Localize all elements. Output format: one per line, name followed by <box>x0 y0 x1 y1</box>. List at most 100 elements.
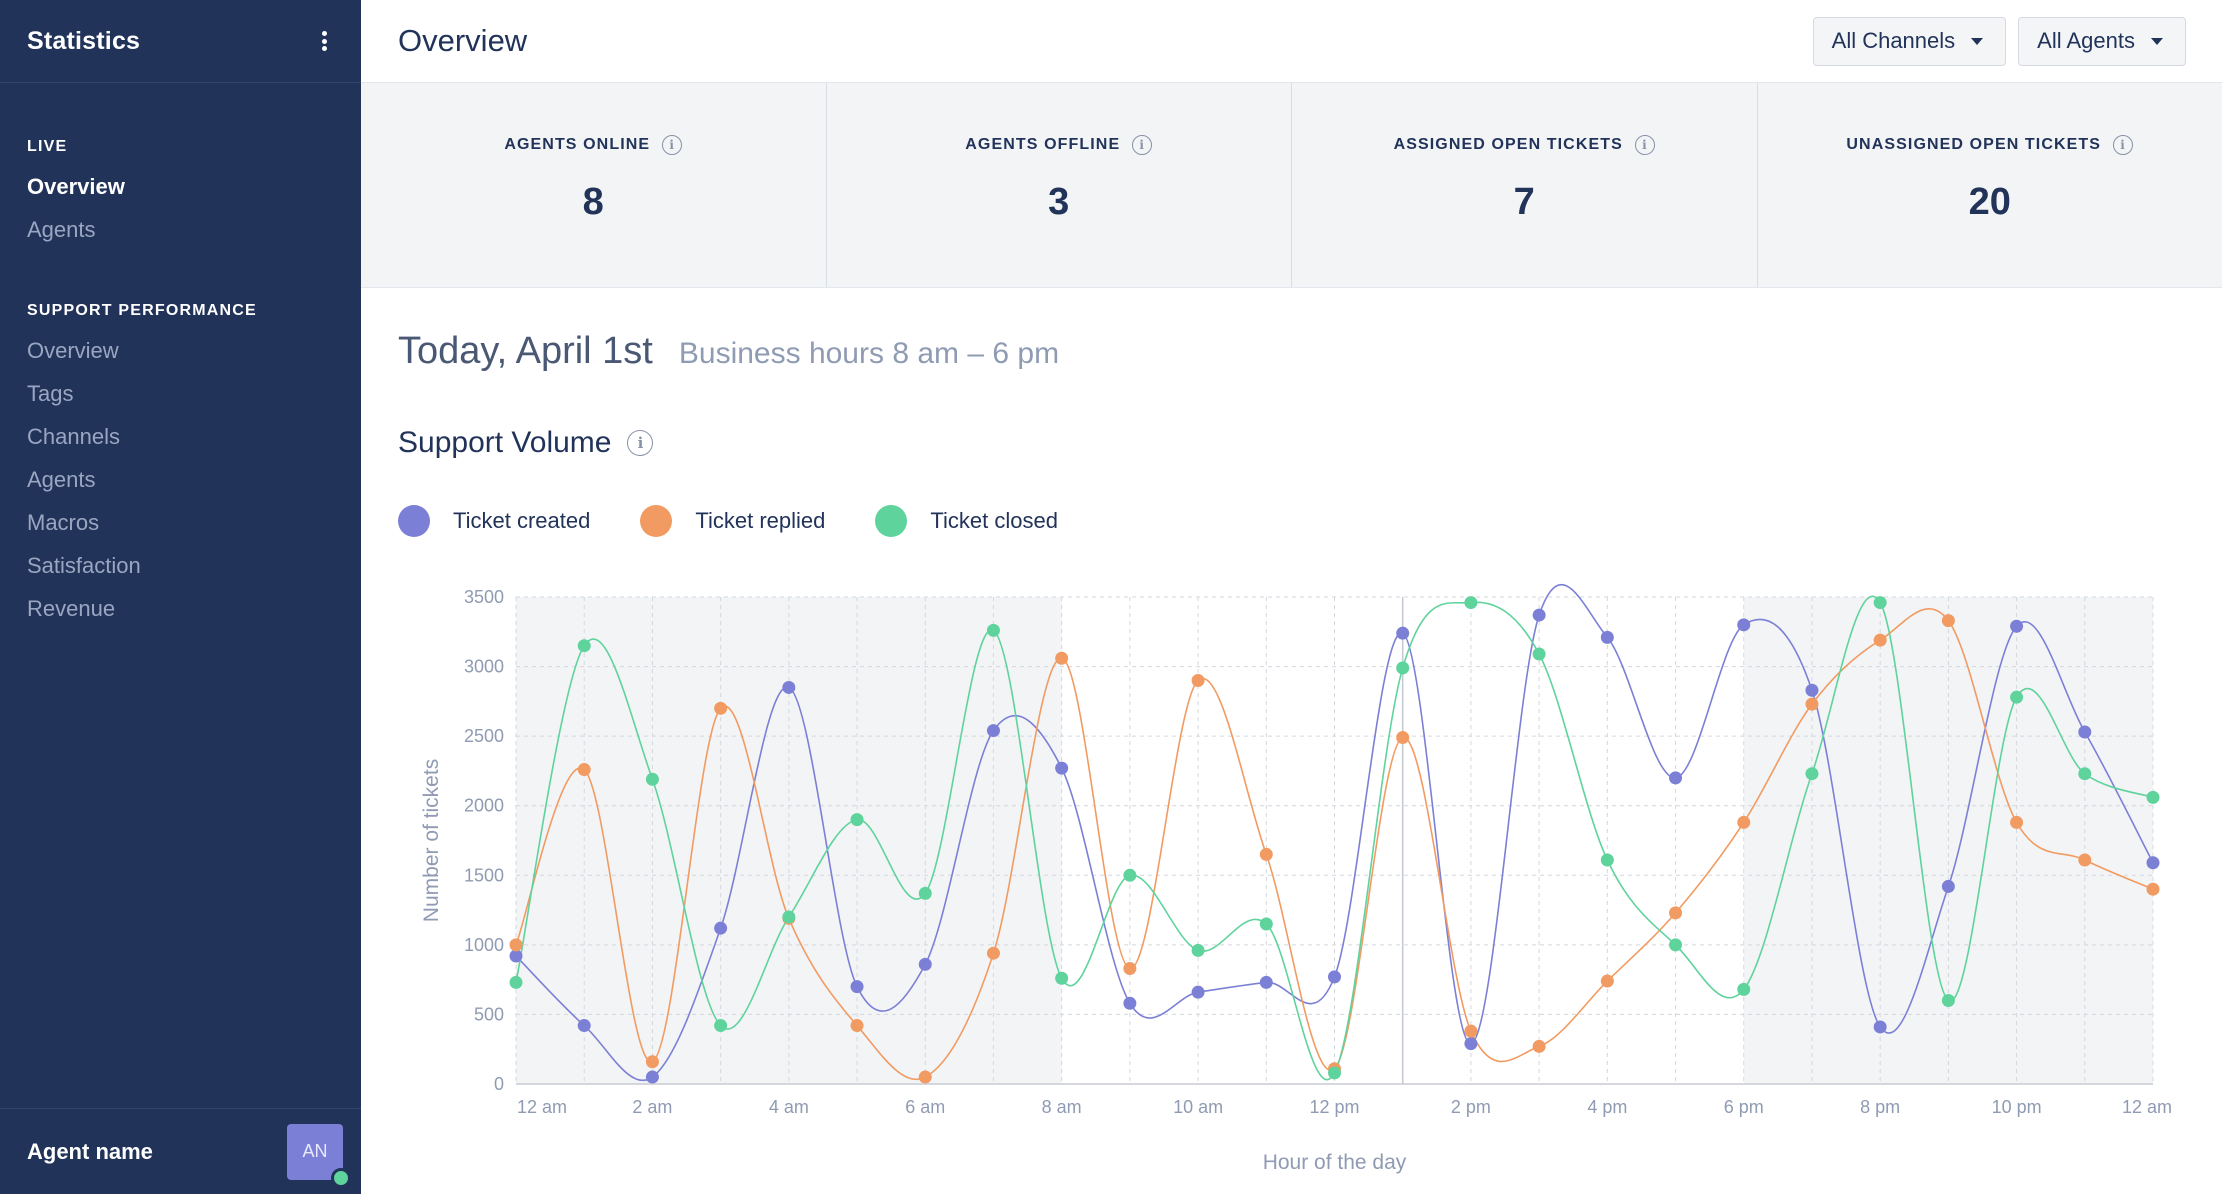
legend-item-ticket-closed[interactable]: Ticket closed <box>875 505 1058 537</box>
sidebar-section-title: SUPPORT PERFORMANCE <box>27 302 257 319</box>
legend-label: Ticket closed <box>930 508 1058 533</box>
sidebar-header: Statistics <box>0 0 361 83</box>
sidebar-item-macros[interactable]: Macros <box>27 510 100 535</box>
data-point-ticket-replied <box>986 946 1000 960</box>
channels-dropdown[interactable]: All Channels <box>1812 16 2007 66</box>
sidebar: Statistics LIVE Overview Agents SUPPORT … <box>0 0 361 1194</box>
data-point-ticket-created <box>2078 725 2092 739</box>
x-tick-label: 4 pm <box>1587 1097 1627 1117</box>
more-options-icon[interactable] <box>314 27 334 55</box>
data-point-ticket-created <box>1123 996 1137 1010</box>
agent-name[interactable]: Agent name <box>27 1138 153 1164</box>
support-volume-title: Support Volume <box>398 426 612 459</box>
data-point-ticket-replied <box>509 938 523 952</box>
legend-dot-icon <box>640 505 673 537</box>
sidebar-item-channels[interactable]: Channels <box>27 424 120 449</box>
data-point-ticket-closed <box>1464 596 1478 610</box>
stat-agents-offline: AGENTS OFFLINE i 3 <box>827 83 1292 287</box>
legend-item-ticket-created[interactable]: Ticket created <box>398 505 590 537</box>
data-point-ticket-replied <box>1055 651 1069 665</box>
data-point-ticket-created <box>1532 608 1546 622</box>
agents-dropdown[interactable]: All Agents <box>2018 16 2186 66</box>
info-icon[interactable]: i <box>1634 135 1655 155</box>
legend-dot-icon <box>875 505 908 537</box>
x-tick-label: 8 pm <box>1860 1097 1900 1117</box>
page-title: Overview <box>398 23 528 58</box>
data-point-ticket-created <box>1737 618 1751 632</box>
x-tick-label: 8 am <box>1042 1097 1082 1117</box>
sidebar-item-tags[interactable]: Tags <box>27 381 74 406</box>
data-point-ticket-closed <box>1259 917 1273 931</box>
data-point-ticket-closed <box>1805 767 1819 781</box>
data-point-ticket-created <box>1328 970 1341 984</box>
x-tick-label: 6 pm <box>1724 1097 1764 1117</box>
x-tick-label: 12 pm <box>1309 1097 1359 1117</box>
sidebar-item-satisfaction[interactable]: Satisfaction <box>27 553 141 578</box>
filters: All Channels All Agents <box>1812 16 2186 66</box>
channels-dropdown-label: All Channels <box>1831 28 1956 53</box>
y-tick-label: 1000 <box>464 935 504 955</box>
legend-dot-icon <box>398 505 430 537</box>
data-point-ticket-created <box>782 680 796 694</box>
date-row: Today, April 1st Business hours 8 am – 6… <box>398 330 1059 373</box>
caret-down-icon <box>2151 37 2163 45</box>
x-tick-label: 12 am <box>517 1097 567 1117</box>
info-icon[interactable]: i <box>627 430 654 456</box>
legend-item-ticket-replied[interactable]: Ticket replied <box>640 505 825 537</box>
data-point-ticket-closed <box>1055 971 1069 985</box>
data-point-ticket-replied <box>2010 815 2024 829</box>
series-line-ticket-closed <box>515 595 2154 1081</box>
info-icon[interactable]: i <box>1132 135 1153 155</box>
x-tick-label: 2 pm <box>1451 1097 1491 1117</box>
x-axis-title: Hour of the day <box>1263 1151 1407 1174</box>
sidebar-item-live-agents[interactable]: Agents <box>27 217 96 242</box>
data-point-ticket-replied <box>2078 853 2092 867</box>
data-point-ticket-closed <box>1191 943 1205 957</box>
y-tick-label: 500 <box>474 1004 504 1024</box>
data-point-ticket-closed <box>577 639 591 653</box>
sidebar-item-perf-agents[interactable]: Agents <box>27 467 96 492</box>
data-point-ticket-created <box>1669 771 1683 785</box>
data-point-ticket-closed <box>714 1019 728 1033</box>
data-point-ticket-closed <box>986 623 1000 637</box>
sidebar-section-live: LIVE Overview Agents <box>0 138 361 251</box>
data-point-ticket-closed <box>782 910 796 924</box>
data-point-ticket-created <box>509 949 523 963</box>
stats-panel: AGENTS ONLINE i 8 AGENTS OFFLINE i 3 ASSIG… <box>361 83 2222 288</box>
info-icon[interactable]: i <box>662 135 683 155</box>
data-point-ticket-closed <box>918 886 932 900</box>
avatar-initials: AN <box>302 1141 328 1161</box>
y-tick-label: 1500 <box>464 865 504 885</box>
stat-label: UNASSIGNED OPEN TICKETS <box>1846 136 2102 153</box>
avatar[interactable]: AN <box>287 1123 351 1188</box>
x-tick-label: 2 am <box>632 1097 672 1117</box>
stat-label: AGENTS ONLINE <box>504 136 651 153</box>
y-tick-label: 3000 <box>464 657 504 677</box>
data-point-ticket-closed <box>1396 661 1410 675</box>
info-icon[interactable]: i <box>2113 135 2134 155</box>
sidebar-section-title: LIVE <box>27 138 68 155</box>
sidebar-item-perf-overview[interactable]: Overview <box>27 338 119 363</box>
sidebar-section-support-performance: SUPPORT PERFORMANCE Overview Tags Channe… <box>0 302 361 630</box>
sidebar-item-live-overview[interactable]: Overview <box>27 174 125 199</box>
sidebar-item-revenue[interactable]: Revenue <box>27 596 116 621</box>
data-point-ticket-created <box>1396 626 1410 640</box>
sidebar-footer: Agent name AN <box>0 1108 361 1194</box>
data-point-ticket-replied <box>2146 882 2160 896</box>
data-point-ticket-closed <box>2010 690 2024 704</box>
x-tick-label: 4 am <box>769 1097 809 1117</box>
data-point-ticket-created <box>577 1019 591 1033</box>
agents-dropdown-label: All Agents <box>2037 28 2135 53</box>
data-point-ticket-replied <box>645 1055 659 1069</box>
stat-value: 20 <box>1968 181 2011 223</box>
stat-value: 8 <box>582 181 604 223</box>
data-point-ticket-closed <box>1737 982 1751 996</box>
data-point-ticket-created <box>2010 619 2024 633</box>
data-point-ticket-replied <box>1669 906 1683 920</box>
data-point-ticket-created <box>1941 879 1955 893</box>
y-tick-label: 2500 <box>464 726 504 746</box>
data-point-ticket-replied <box>1259 847 1273 861</box>
data-point-ticket-closed <box>2078 767 2092 781</box>
data-point-ticket-replied <box>577 763 591 777</box>
business-hours: Business hours 8 am – 6 pm <box>678 337 1060 370</box>
